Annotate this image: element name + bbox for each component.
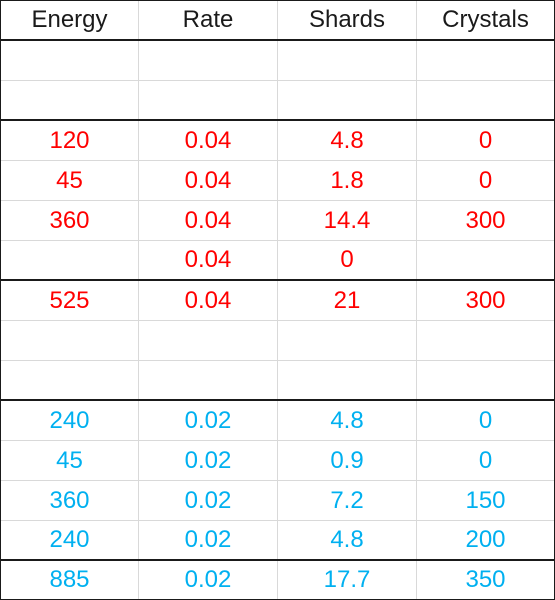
header-rate[interactable]: Rate — [139, 1, 278, 39]
shards-cell[interactable]: 1.8 — [278, 161, 417, 200]
energy-cell[interactable]: 45 — [1, 441, 139, 480]
energy-cell[interactable]: 45 — [1, 161, 139, 200]
rate-cell[interactable]: 0.02 — [139, 481, 278, 520]
header-energy[interactable]: Energy — [1, 1, 139, 39]
rate-total-cell[interactable]: 0.02 — [139, 561, 278, 599]
total-row: 525 0.04 21 300 — [1, 281, 554, 321]
crystals-cell[interactable]: 0 — [478, 406, 493, 434]
table-cell[interactable] — [1, 321, 139, 360]
energy-cell[interactable]: 240 — [1, 401, 139, 440]
shards-total-cell[interactable]: 21 — [278, 281, 417, 320]
rate-cell[interactable]: 0.04 — [139, 161, 278, 200]
crystals-cell[interactable]: 0 — [478, 126, 493, 154]
shards-cell[interactable]: 4.8 — [278, 121, 417, 160]
table-row-blank — [1, 361, 554, 401]
table-cell[interactable] — [1, 41, 139, 80]
energy-cell[interactable]: 360 — [1, 481, 139, 520]
table-row: 0.04 0 — [1, 241, 554, 281]
table-cell[interactable] — [278, 41, 417, 80]
table-cell[interactable] — [417, 81, 554, 119]
header-row: Energy Rate Shards Crystals — [1, 1, 554, 41]
crystals-cell[interactable] — [417, 241, 554, 279]
header-shards[interactable]: Shards — [278, 1, 417, 39]
table-row-blank — [1, 41, 554, 81]
table-cell[interactable] — [278, 81, 417, 119]
table-row: 360 0.02 7.2 150 — [1, 481, 554, 521]
table-cell[interactable] — [1, 81, 139, 119]
rate-cell[interactable]: 0.02 — [139, 401, 278, 440]
table-cell[interactable] — [278, 321, 417, 360]
table-cell[interactable] — [1, 361, 139, 399]
energy-cell[interactable] — [1, 241, 139, 279]
table-row: 240 0.02 4.8 0 — [1, 401, 554, 441]
table-cell[interactable] — [139, 41, 278, 80]
shards-cell[interactable]: 0.9 — [278, 441, 417, 480]
crystals-cell[interactable]: 150 — [465, 486, 506, 514]
table-row: 120 0.04 4.8 0 — [1, 121, 554, 161]
table-row-blank — [1, 321, 554, 361]
table-row: 240 0.02 4.8 200 — [1, 521, 554, 561]
table-row: 360 0.04 14.4 300 — [1, 201, 554, 241]
crystals-cell[interactable]: 0 — [478, 166, 493, 194]
table-cell[interactable] — [278, 361, 417, 399]
crystals-cell[interactable]: 0 — [478, 446, 493, 474]
energy-cell[interactable]: 360 — [1, 201, 139, 240]
shards-cell[interactable]: 14.4 — [278, 201, 417, 240]
rate-cell[interactable]: 0.02 — [139, 441, 278, 480]
table-cell[interactable] — [139, 361, 278, 399]
crystals-total-cell[interactable]: 300 — [465, 286, 506, 314]
crystals-cell[interactable]: 200 — [465, 526, 506, 553]
table-row: 45 0.04 1.8 0 — [1, 161, 554, 201]
crystals-total-cell[interactable]: 350 — [465, 566, 506, 593]
energy-cell[interactable]: 240 — [1, 521, 139, 559]
energy-cell[interactable]: 120 — [1, 121, 139, 160]
energy-total-cell[interactable]: 525 — [1, 281, 139, 320]
shards-total-cell[interactable]: 17.7 — [278, 561, 417, 599]
total-row: 885 0.02 17.7 350 — [1, 561, 554, 599]
rate-cell[interactable]: 0.04 — [139, 121, 278, 160]
table-cell[interactable] — [417, 361, 554, 399]
shards-cell[interactable]: 0 — [278, 241, 417, 279]
energy-total-cell[interactable]: 885 — [1, 561, 139, 599]
header-crystals[interactable]: Crystals — [442, 6, 529, 33]
shards-cell[interactable]: 7.2 — [278, 481, 417, 520]
table-row: 45 0.02 0.9 0 — [1, 441, 554, 481]
rate-cell[interactable]: 0.04 — [139, 241, 278, 279]
shards-cell[interactable]: 4.8 — [278, 401, 417, 440]
rate-cell[interactable]: 0.04 — [139, 201, 278, 240]
table-cell[interactable] — [139, 81, 278, 119]
crystals-cell[interactable]: 300 — [465, 206, 506, 234]
table-cell[interactable] — [139, 321, 278, 360]
table-cell[interactable] — [417, 41, 554, 80]
rate-cell[interactable]: 0.02 — [139, 521, 278, 559]
shards-cell[interactable]: 4.8 — [278, 521, 417, 559]
rate-total-cell[interactable]: 0.04 — [139, 281, 278, 320]
table-cell[interactable] — [417, 321, 554, 360]
table-row-blank — [1, 81, 554, 121]
